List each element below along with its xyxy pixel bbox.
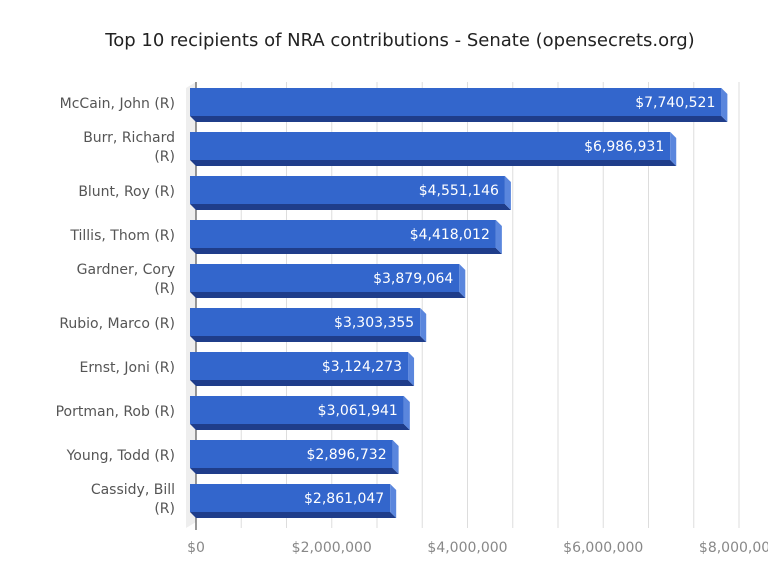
bar-bottom-face xyxy=(190,248,502,254)
chart-title: Top 10 recipients of NRA contributions -… xyxy=(105,30,695,51)
bar xyxy=(190,176,505,204)
bar-bottom-face xyxy=(190,116,728,122)
x-tick-label: $0 xyxy=(187,540,205,556)
bar-side-face xyxy=(504,176,511,210)
bar-bottom-face xyxy=(190,468,399,474)
bar-side-face xyxy=(670,132,677,166)
category-label: Blunt, Roy (R) xyxy=(78,184,175,200)
category-label: McCain, John (R) xyxy=(60,96,175,112)
data-label: $3,061,941 xyxy=(318,403,398,419)
data-label: $2,896,732 xyxy=(306,447,386,463)
data-label: $3,879,064 xyxy=(373,271,453,287)
bar xyxy=(190,308,421,336)
bar-side-face xyxy=(392,440,399,474)
data-label: $7,740,521 xyxy=(635,95,715,111)
bar-bottom-face xyxy=(190,204,511,210)
category-label: Cassidy, Bill xyxy=(91,482,175,498)
data-label: $6,986,931 xyxy=(584,139,664,155)
bar-bottom-face xyxy=(190,292,466,298)
bar xyxy=(190,484,391,512)
bar-bottom-face xyxy=(190,160,677,166)
bar-side-face xyxy=(390,484,397,518)
bar-bottom-face xyxy=(190,336,427,342)
bar xyxy=(190,220,496,248)
category-label: Tillis, Thom (R) xyxy=(69,228,175,244)
data-label: $3,303,355 xyxy=(334,315,414,331)
bar-bottom-face xyxy=(190,512,397,518)
x-tick-label: $8,000,000 xyxy=(699,540,768,556)
x-tick-label: $6,000,000 xyxy=(563,540,643,556)
data-label: $2,861,047 xyxy=(304,491,384,507)
bar xyxy=(190,132,671,160)
category-label-cont: (R) xyxy=(154,501,175,517)
data-label: $4,418,012 xyxy=(410,227,490,243)
bar xyxy=(190,264,460,292)
category-label: Young, Todd (R) xyxy=(66,448,175,464)
bar-side-face xyxy=(721,88,728,122)
category-label: Gardner, Cory xyxy=(77,262,175,278)
bar-side-face xyxy=(420,308,427,342)
bar xyxy=(190,352,409,380)
category-label-cont: (R) xyxy=(154,149,175,165)
bar-side-face xyxy=(408,352,415,386)
bar xyxy=(190,88,722,116)
data-label: $3,124,273 xyxy=(322,359,402,375)
bar-side-face xyxy=(403,396,410,430)
bar-side-face xyxy=(459,264,466,298)
bar xyxy=(190,440,393,468)
bar xyxy=(190,396,404,424)
category-label-cont: (R) xyxy=(154,281,175,297)
category-label: Rubio, Marco (R) xyxy=(59,316,175,332)
x-tick-label: $2,000,000 xyxy=(292,540,372,556)
x-tick-label: $4,000,000 xyxy=(427,540,507,556)
category-label: Burr, Richard xyxy=(83,130,175,146)
category-label: Ernst, Joni (R) xyxy=(80,360,175,376)
bar-side-face xyxy=(495,220,502,254)
data-label: $4,551,146 xyxy=(419,183,499,199)
bar-bottom-face xyxy=(190,424,410,430)
category-label: Portman, Rob (R) xyxy=(56,404,175,420)
bar-bottom-face xyxy=(190,380,415,386)
